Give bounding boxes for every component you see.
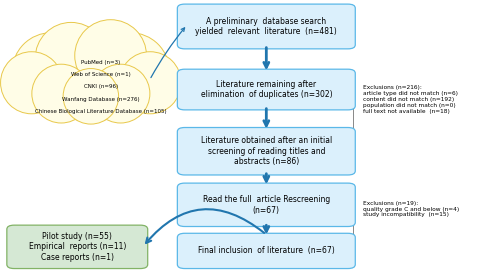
FancyBboxPatch shape <box>178 183 356 227</box>
Ellipse shape <box>12 33 90 111</box>
Text: CNKI (n=96): CNKI (n=96) <box>84 84 118 89</box>
Text: PubMed (n=3): PubMed (n=3) <box>81 60 120 65</box>
FancyBboxPatch shape <box>178 127 356 175</box>
Text: Exclusions (n=19):
quality grade C and below (n=4)
study incompatibility  (n=15): Exclusions (n=19): quality grade C and b… <box>362 201 459 217</box>
Ellipse shape <box>63 68 118 124</box>
Text: Pilot study (n=55)
Empirical  reports (n=11)
Case reports (n=1): Pilot study (n=55) Empirical reports (n=… <box>28 232 126 262</box>
Text: Literature obtained after an initial
screening of reading titles and
abstracts (: Literature obtained after an initial scr… <box>200 136 332 166</box>
Ellipse shape <box>75 20 146 92</box>
FancyBboxPatch shape <box>178 233 356 269</box>
FancyBboxPatch shape <box>178 4 356 49</box>
Text: Chinese Biological Literature Database (n=105): Chinese Biological Literature Database (… <box>35 109 166 114</box>
Ellipse shape <box>46 32 136 122</box>
Ellipse shape <box>32 64 90 123</box>
Text: Read the full  article Rescreening
(n=67): Read the full article Rescreening (n=67) <box>202 195 330 215</box>
Ellipse shape <box>92 33 170 111</box>
Ellipse shape <box>91 64 150 123</box>
Text: Exclusions (n=216):
article type did not match (n=6)
content did not match (n=19: Exclusions (n=216): article type did not… <box>362 85 458 114</box>
Text: Literature remaining after
elimination  of duplicates (n=302): Literature remaining after elimination o… <box>200 80 332 99</box>
Ellipse shape <box>119 52 181 114</box>
Text: Wanfang Database (n=276): Wanfang Database (n=276) <box>62 96 140 102</box>
Text: Final inclusion  of literature  (n=67): Final inclusion of literature (n=67) <box>198 246 334 255</box>
Ellipse shape <box>0 52 62 114</box>
FancyBboxPatch shape <box>7 225 148 269</box>
Ellipse shape <box>35 22 107 94</box>
FancyBboxPatch shape <box>178 69 356 110</box>
Text: A preliminary  database search
yielded  relevant  literature  (n=481): A preliminary database search yielded re… <box>196 17 337 36</box>
Text: Web of Science (n=1): Web of Science (n=1) <box>71 72 130 77</box>
